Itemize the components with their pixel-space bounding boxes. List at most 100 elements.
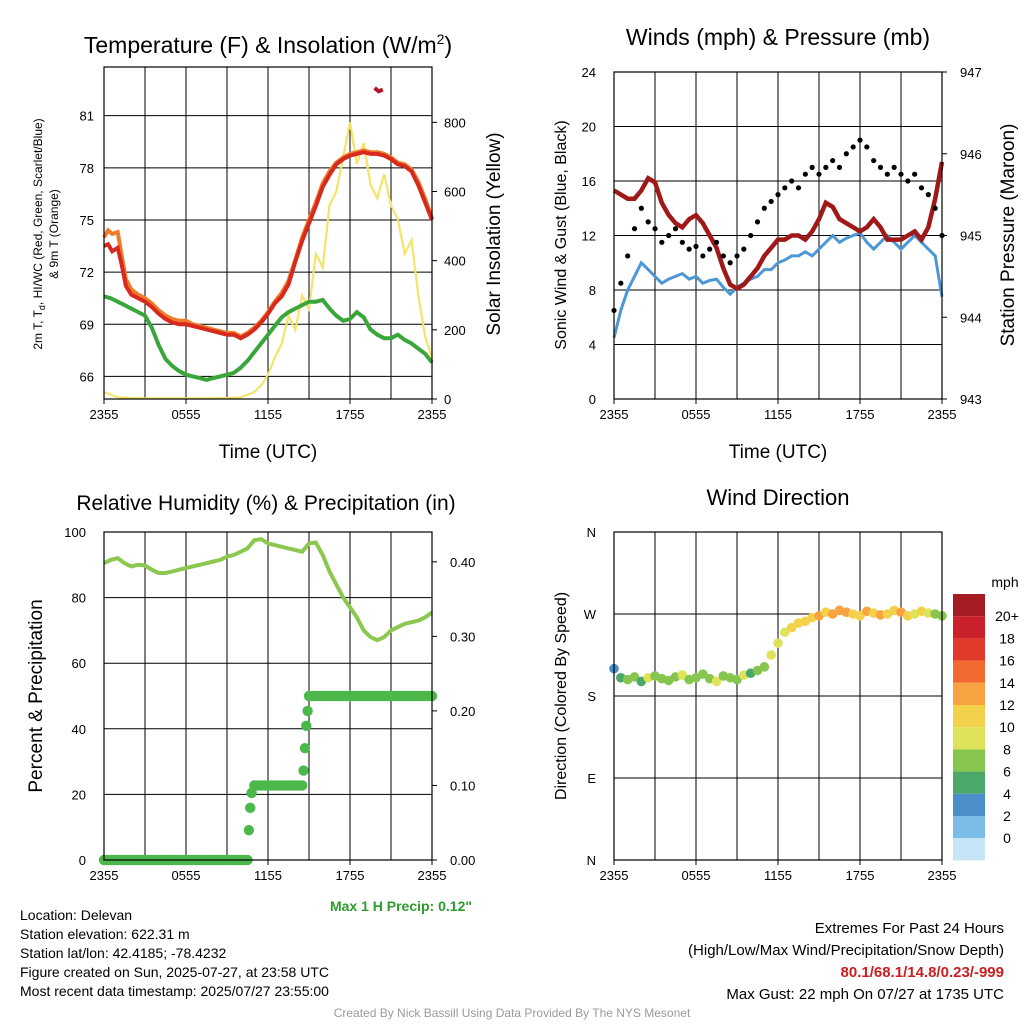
- direction-point: [855, 611, 865, 621]
- temp-title: Temperature (F) & Insolation (W/m2): [84, 31, 452, 58]
- gust-point: [700, 253, 706, 259]
- gust-point: [768, 198, 774, 205]
- rh-xtick-label: 1755: [336, 868, 365, 883]
- temperature-panel: 2355 0555 1155 1755 2355 66 69 72 75 78 81 0 200 400 6…: [31, 31, 505, 463]
- gust-point: [754, 219, 761, 225]
- temp-title-sup: 2: [437, 31, 445, 47]
- direction-point: [766, 650, 776, 660]
- gust-point: [857, 137, 863, 143]
- rh-xtick-label: 1155: [254, 868, 282, 883]
- temp-ylabel-sub: d: [37, 305, 47, 310]
- gust-point: [795, 185, 802, 191]
- gust-point: [843, 151, 849, 157]
- speed-legend-label: 18: [999, 630, 1015, 646]
- speed-legend-swatch: [953, 793, 985, 816]
- temp-ylabel-line1: 2m T, T: [31, 309, 45, 349]
- rh-y2tick-label: 0.10: [450, 778, 475, 793]
- extremes-subtitle: (High/Low/Max Wind/Precipitation/Snow De…: [688, 942, 1004, 959]
- speed-legend-swatch: [953, 682, 985, 705]
- dir-ytick-label: N: [587, 853, 596, 868]
- gust-point: [625, 253, 631, 259]
- rh-ytick-label: 60: [72, 656, 86, 671]
- winds-ytick-label: 20: [582, 120, 596, 135]
- winds-panel: 2355 0555 1155 1755 2355 0 4 8 12 16 20 24 943 944 945…: [553, 24, 1019, 463]
- gust-point: [884, 171, 890, 177]
- winds-y2tick-label: 946: [960, 147, 982, 162]
- winds-xlabel: Time (UTC): [729, 442, 828, 463]
- dir-xtick-label: 2355: [928, 868, 957, 883]
- temp-title-close: ): [444, 32, 452, 58]
- rh-ytick-label: 100: [64, 525, 86, 540]
- speed-legend-label: 10: [999, 719, 1015, 735]
- winds-ylabel-right: Station Pressure (Maroon): [998, 124, 1019, 347]
- gust-point: [679, 239, 685, 245]
- temp-xtick-label: 1755: [336, 407, 365, 422]
- direction-point: [677, 670, 688, 680]
- dir-ytick-label: E: [587, 771, 596, 786]
- winds-ytick-label: 24: [582, 65, 596, 80]
- dir-xtick-label: 2355: [600, 868, 629, 883]
- precip-point: [245, 802, 256, 814]
- speed-legend-swatch: [953, 838, 985, 861]
- temp-ytick-label: 75: [80, 213, 94, 228]
- gust-point: [816, 171, 822, 177]
- rh-title: Relative Humidity (%) & Precipitation (i…: [76, 492, 455, 515]
- speed-legend-swatch: [953, 771, 985, 794]
- temp-xtick-label: 0555: [172, 407, 201, 422]
- speed-legend-swatch: [953, 705, 985, 728]
- speed-legend-label: 12: [999, 697, 1015, 713]
- dewpoint-line: [103, 294, 434, 382]
- direction-point: [711, 676, 722, 687]
- precip-point: [243, 824, 255, 836]
- temp-y2tick-label: 0: [444, 392, 451, 407]
- gust-point: [734, 253, 740, 259]
- speed-legend-swatch: [953, 638, 985, 661]
- temp-ytick-label: 69: [80, 317, 94, 332]
- max-gust-text: Max Gust: 22 mph On 07/27 at 1735 UTC: [726, 986, 1004, 1003]
- gust-point: [741, 246, 747, 252]
- extremes-title: Extremes For Past 24 Hours: [814, 920, 1004, 937]
- temp-xtick-label: 1155: [254, 407, 282, 422]
- gust-point: [727, 260, 733, 266]
- speed-legend-swatch: [953, 749, 985, 772]
- rh-xtick-label: 2355: [418, 868, 447, 883]
- gust-point: [918, 185, 925, 191]
- gust-point: [638, 205, 644, 211]
- gust-point: [836, 164, 843, 170]
- gust-point: [891, 164, 897, 170]
- winds-ytick-label: 16: [582, 174, 596, 189]
- gust-point: [659, 239, 665, 245]
- gust-point: [748, 232, 754, 239]
- extremes-values: 80.1/68.1/14.8/0.23/-999: [840, 964, 1004, 981]
- gust-point: [932, 205, 938, 211]
- temp-ylabel-line1b: , HI/WC (Red, Green, Scarlet/Blue): [31, 118, 45, 305]
- gust-point: [802, 171, 808, 177]
- rh-y2tick-label: 0.30: [450, 629, 475, 644]
- temp-2m-line: [103, 150, 434, 341]
- temp-y2tick-label: 800: [444, 115, 466, 130]
- location-text: Location: Delevan: [20, 907, 133, 923]
- temp-ytick-label: 66: [80, 369, 94, 384]
- dir-title: Wind Direction: [706, 485, 849, 510]
- rh-xtick-label: 0555: [172, 868, 201, 883]
- winds-xtick-label: 0555: [682, 407, 711, 422]
- winds-y2tick-label: 945: [960, 229, 982, 244]
- gust-point: [877, 164, 884, 170]
- gust-point: [707, 246, 713, 252]
- direction-point: [732, 674, 742, 685]
- temp-ylabel-left: 2m T, Td, HI/WC (Red, Green, Scarlet/Blu…: [31, 118, 47, 349]
- speed-legend-label: 2: [1003, 808, 1011, 824]
- winds-border: [613, 71, 943, 400]
- speed-legend-swatch: [953, 816, 985, 839]
- rh-border: [103, 531, 433, 861]
- direction-point: [786, 622, 797, 633]
- gust-point: [672, 226, 679, 232]
- gust-point: [618, 280, 624, 286]
- elevation-text: Station elevation: 622.31 m: [20, 926, 190, 942]
- gust-point: [720, 253, 726, 259]
- temp-ytick-label: 81: [80, 109, 94, 124]
- speed-legend-label: 8: [1003, 741, 1011, 757]
- speed-legend-title: mph: [991, 574, 1018, 590]
- speed-legend-swatch: [953, 727, 985, 750]
- heat-index-line: [373, 86, 384, 94]
